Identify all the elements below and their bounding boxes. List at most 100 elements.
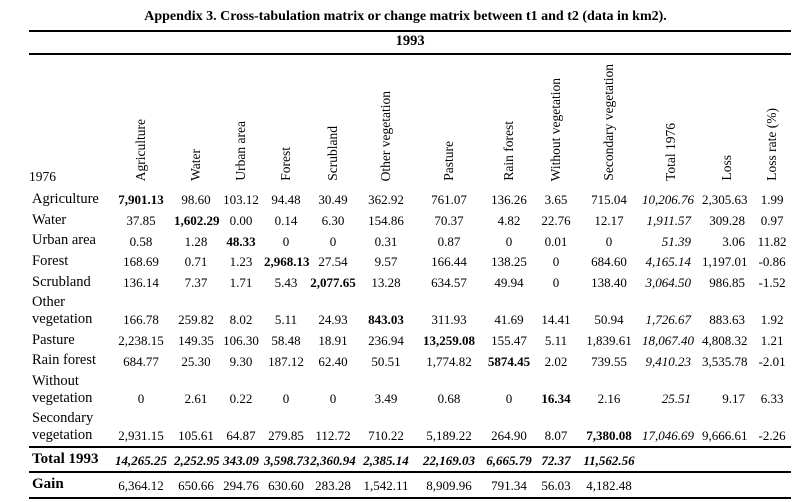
cell-agriculture-agriculture: 7,901.13: [118, 192, 164, 208]
cell-rain-forest-secondary-vegetation: 739.55: [591, 353, 627, 369]
cell-urban-area-total-1976: 51.39: [661, 233, 691, 249]
cell-scrubland-other-vegetation: 13.28: [371, 275, 401, 291]
cell-forest-water: 0.71: [184, 254, 208, 270]
cell-total-1993-forest: 3,598.73: [263, 445, 310, 473]
cell-water-other-vegetation: 154.86: [368, 213, 404, 229]
col-header-water-label: Water: [187, 149, 203, 181]
cell-secondary-vegetation-urban-area: 64.87: [226, 428, 256, 444]
cell-water-rain-forest: 4.82: [497, 213, 521, 229]
cell-total-1993-rain-forest: 6,665.79: [483, 445, 535, 473]
cell-total-1993-loss: [701, 445, 753, 473]
cell-urban-area-scrubland: 0: [329, 233, 337, 249]
cell-gain-total-1976: [641, 471, 701, 500]
cell-total-1993-scrubland: 2,360.94: [309, 445, 357, 473]
col-header-loss-label: Loss: [718, 155, 734, 181]
cell-gain-pasture: 8,909.96: [415, 471, 483, 500]
cell-rain-forest-water: 25.30: [181, 353, 211, 369]
cell-secondary-vegetation-total-1976: 17,046.69: [642, 428, 694, 444]
row-label-gain: Gain: [29, 471, 109, 500]
cell-urban-area-urban-area: 48.33: [226, 233, 256, 249]
cell-gain-water: 650.66: [173, 471, 219, 500]
cell-gain-scrubland: 283.28: [309, 471, 357, 500]
cell-rain-forest-without-vegetation: 2.02: [544, 353, 568, 369]
cell-without-vegetation-other-vegetation: 3.49: [374, 391, 398, 407]
col-header-secondary-vegetation-label: Secondary vegetation: [600, 64, 616, 181]
cell-urban-area-rain-forest: 0: [505, 233, 513, 249]
cell-rain-forest-rain-forest: 5874.45: [487, 353, 531, 369]
cell-scrubland-loss: 986.85: [709, 275, 745, 291]
table-row-without-vegetation: Without vegetation 0 2.61 0.22 0 0 3.49 0.68 0 16…: [29, 371, 791, 408]
table-row-secondary-vegetation: Secondary vegetation 2,931.15 105.61 64.87 2…: [29, 408, 791, 446]
cell-without-vegetation-urban-area: 0.22: [229, 391, 253, 407]
cell-other-vegetation-other-vegetation: 843.03: [368, 312, 404, 328]
cell-without-vegetation-secondary-vegetation: 2.16: [597, 391, 621, 407]
cell-without-vegetation-pasture: 0.68: [437, 391, 461, 407]
cell-water-without-vegetation: 22.76: [541, 213, 571, 229]
row-label-without-vegetation: Without vegetation: [32, 373, 93, 406]
cell-agriculture-scrubland: 30.49: [318, 192, 348, 208]
cell-without-vegetation-loss-rate: 6.33: [760, 391, 784, 407]
cell-scrubland-rain-forest: 49.94: [494, 275, 524, 291]
col-header-water: Water: [173, 54, 219, 189]
table-row-total-1993: Total 1993 14,265.25 2,252.95 343.09 3,598.7…: [29, 445, 792, 473]
cell-water-pasture: 70.37: [434, 213, 464, 229]
cell-pasture-rain-forest: 155.47: [491, 333, 527, 349]
cell-other-vegetation-rain-forest: 41.69: [494, 312, 524, 328]
row-label-water: Water: [32, 211, 67, 228]
cell-forest-loss: 1,197.01: [702, 254, 748, 270]
year-header-row: 1993: [29, 30, 792, 55]
cell-without-vegetation-agriculture: 0: [137, 391, 145, 407]
cell-scrubland-without-vegetation: 0: [552, 275, 560, 291]
cell-water-secondary-vegetation: 12.17: [594, 213, 624, 229]
cell-other-vegetation-agriculture: 166.78: [123, 312, 159, 328]
col-header-rain-forest-label: Rain forest: [500, 121, 516, 181]
cell-agriculture-urban-area: 103.12: [223, 192, 259, 208]
row-label-scrubland: Scrubland: [32, 273, 91, 290]
cell-other-vegetation-scrubland: 24.93: [318, 312, 348, 328]
cell-forest-scrubland: 27.54: [318, 254, 348, 270]
cell-forest-agriculture: 168.69: [123, 254, 159, 270]
cell-secondary-vegetation-forest: 279.85: [268, 428, 304, 444]
cell-agriculture-without-vegetation: 3.65: [544, 192, 568, 208]
cell-other-vegetation-pasture: 311.93: [431, 312, 467, 328]
cell-without-vegetation-loss: 9.17: [722, 391, 745, 407]
row-axis-label: 1976: [29, 169, 56, 184]
row-label-agriculture: Agriculture: [32, 191, 99, 207]
cell-pasture-other-vegetation: 236.94: [368, 333, 404, 349]
cell-forest-forest: 2,968.13: [264, 254, 310, 270]
cell-water-scrubland: 6.30: [321, 213, 345, 229]
col-header-urban-area: Urban area: [219, 54, 263, 189]
cell-rain-forest-loss: 3,535.78: [702, 353, 748, 369]
cell-forest-rain-forest: 138.25: [491, 254, 527, 270]
cell-scrubland-total-1976: 3,064.50: [645, 275, 692, 291]
cell-total-1993-pasture: 22,169.03: [415, 445, 483, 473]
cell-secondary-vegetation-secondary-vegetation: 7,380.08: [586, 428, 632, 444]
cell-other-vegetation-water: 259.82: [178, 312, 214, 328]
cell-without-vegetation-total-1976: 25.51: [661, 391, 691, 407]
row-label-urban-area: Urban area: [32, 232, 96, 249]
col-header-pasture-label: Pasture: [440, 141, 456, 181]
col-header-forest-label: Forest: [277, 147, 293, 181]
cell-gain-without-vegetation: 56.03: [535, 471, 577, 500]
cell-total-1993-other-vegetation: 2,385.14: [357, 445, 415, 473]
cell-scrubland-agriculture: 136.14: [123, 275, 159, 291]
col-header-other-vegetation: Other vegetation: [357, 54, 415, 189]
cell-forest-urban-area: 1.23: [229, 254, 253, 270]
cell-scrubland-water: 7.37: [184, 275, 208, 291]
cell-rain-forest-loss-rate: -2.01: [758, 353, 786, 369]
col-header-urban-area-label: Urban area: [232, 121, 248, 181]
row-label-other-vegetation: Other vegetation: [32, 294, 93, 328]
cell-gain-secondary-vegetation: 4,182.48: [577, 471, 641, 500]
cell-agriculture-loss-rate: 1.99: [760, 192, 784, 208]
col-header-loss: Loss: [701, 54, 753, 189]
cell-pasture-loss-rate: 1.21: [760, 333, 784, 349]
cell-urban-area-without-vegetation: 0.01: [544, 233, 568, 249]
cell-forest-pasture: 166.44: [431, 254, 467, 270]
cell-pasture-agriculture: 2,238.15: [118, 333, 164, 349]
col-header-secondary-vegetation: Secondary vegetation: [577, 54, 641, 189]
column-header-row: 1976 Agriculture Water Urban area Forest…: [29, 54, 791, 189]
row-label-forest: Forest: [32, 253, 69, 270]
cell-gain-agriculture: 6,364.12: [109, 471, 173, 500]
cell-water-agriculture: 37.85: [126, 213, 156, 229]
cell-total-1993-secondary-vegetation: 11,562.56: [577, 445, 641, 473]
